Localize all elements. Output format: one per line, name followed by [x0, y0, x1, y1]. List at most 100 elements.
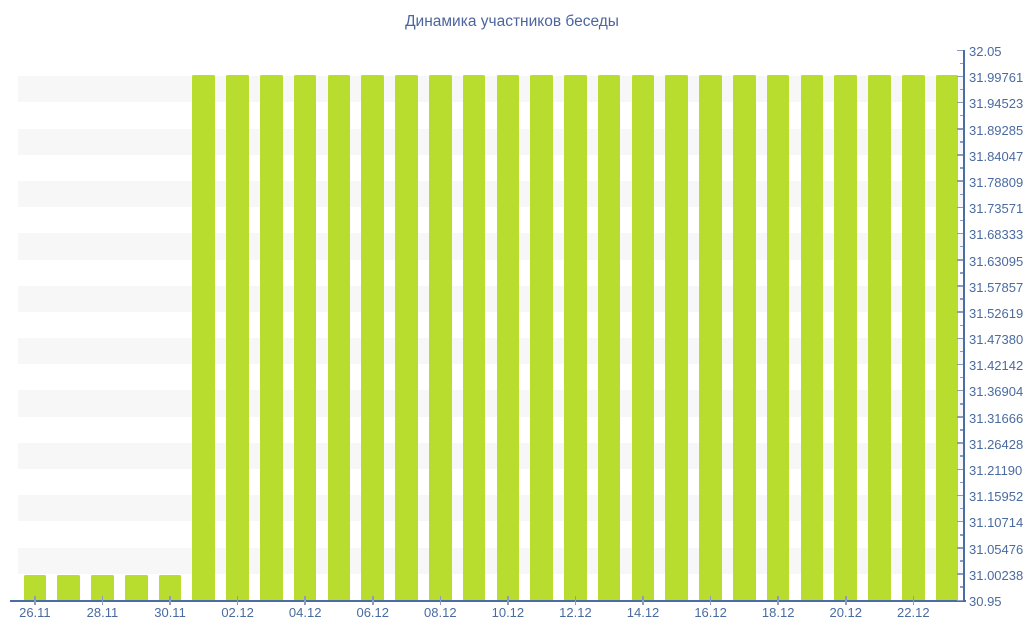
y-tick-label: 31.26428 [969, 436, 1024, 452]
y-tick-label: 31.68333 [969, 227, 1024, 243]
x-tick [642, 596, 644, 605]
bar-12.12[interactable] [564, 75, 587, 600]
y-tick-label: 31.94523 [969, 96, 1024, 112]
bar-16.12[interactable] [699, 75, 722, 600]
x-axis-line [10, 600, 966, 602]
y-tick-label: 31.00238 [969, 567, 1024, 583]
x-tick [507, 596, 509, 605]
x-tick-label: 14.12 [626, 605, 660, 620]
bar-04.12[interactable] [293, 75, 317, 600]
bar-26.11[interactable] [23, 575, 47, 600]
y-tick-label: 30.95 [969, 594, 1002, 609]
y-tick-label: 31.78809 [969, 174, 1024, 190]
bar-05.12[interactable] [327, 75, 351, 600]
bar-21.12[interactable] [868, 75, 891, 600]
y-major-tick [957, 180, 963, 182]
bar-13.12[interactable] [597, 75, 621, 600]
bar-slot [930, 50, 964, 600]
bar-20.12[interactable] [834, 75, 857, 600]
bar-slot [559, 50, 593, 600]
x-tick-label: 30.11 [154, 605, 186, 620]
bar-28.11[interactable] [91, 575, 114, 600]
x-tick-label: 26.11 [19, 605, 51, 620]
bar-11.12[interactable] [530, 75, 553, 600]
bar-10.12[interactable] [496, 75, 520, 600]
y-minor-tick [959, 88, 963, 91]
y-minor-tick [959, 114, 963, 117]
bar-slot [221, 50, 255, 600]
y-minor-tick [959, 560, 963, 562]
x-tick [34, 596, 36, 605]
bar-slot [18, 50, 52, 600]
bar-29.11[interactable] [124, 575, 148, 600]
chart-title: Динамика участников беседы [405, 13, 619, 30]
bar-30.11[interactable] [158, 575, 182, 600]
bar-01.12[interactable] [192, 75, 216, 600]
bar-03.12[interactable] [260, 75, 283, 600]
bar-07.12[interactable] [395, 75, 418, 600]
bar-slot [660, 50, 694, 600]
x-tick [709, 596, 712, 605]
bar-09.12[interactable] [462, 75, 486, 600]
bar-06.12[interactable] [361, 75, 385, 600]
y-tick-label: 31.63095 [969, 253, 1024, 269]
bar-23.12[interactable] [935, 75, 959, 600]
y-minor-tick [959, 455, 963, 457]
x-tick [439, 596, 442, 605]
x-tick [845, 596, 847, 605]
bar-02.12[interactable] [226, 75, 249, 600]
y-major-tick [957, 285, 963, 287]
bar-18.12[interactable] [766, 75, 790, 600]
y-tick-label: 31.31666 [969, 410, 1024, 426]
y-major-tick [957, 363, 963, 366]
bar-slot [795, 50, 829, 600]
y-major-tick [957, 49, 963, 51]
y-minor-tick [959, 245, 963, 248]
bar-15.12[interactable] [665, 75, 689, 600]
y-minor-tick [959, 167, 963, 169]
y-tick-label: 31.47380 [969, 332, 1024, 348]
plot-area [18, 50, 964, 600]
y-tick-label: 31.89285 [969, 122, 1024, 138]
bar-19.12[interactable] [800, 75, 824, 600]
y-major-tick [957, 337, 963, 340]
y-tick-label: 31.52619 [969, 305, 1024, 321]
y-major-tick [957, 101, 963, 104]
bar-17.12[interactable] [732, 75, 756, 600]
y-major-tick [957, 494, 963, 497]
y-major-tick [957, 259, 963, 261]
y-minor-tick [959, 350, 963, 353]
y-tick-label: 31.21190 [969, 463, 1023, 479]
bar-slot [896, 50, 930, 600]
x-tick-label: 16.12 [694, 605, 727, 620]
y-tick-label: 31.36904 [969, 384, 1024, 400]
bar-slot [254, 50, 288, 600]
bar-slot [119, 50, 153, 600]
y-tick-label: 31.99761 [969, 70, 1024, 86]
y-major-tick [957, 232, 963, 235]
y-tick-label: 32.05 [969, 44, 1002, 59]
bar-slot [694, 50, 728, 600]
y-major-tick [957, 75, 963, 78]
bar-22.12[interactable] [901, 75, 925, 600]
y-minor-tick [959, 324, 963, 326]
bar-slot [86, 50, 120, 600]
x-tick [236, 596, 239, 605]
y-minor-tick [959, 481, 963, 484]
y-minor-tick [959, 534, 963, 536]
y-minor-tick [959, 193, 963, 196]
y-minor-tick [959, 62, 963, 65]
x-tick-label: 20.12 [829, 605, 863, 620]
bar-08.12[interactable] [428, 75, 452, 600]
bar-slot [356, 50, 390, 600]
y-tick-label: 31.15952 [969, 489, 1024, 505]
bar-27.11[interactable] [57, 575, 80, 600]
y-major-tick [957, 468, 963, 471]
y-major-tick [957, 599, 963, 601]
y-tick-label: 31.42142 [969, 358, 1024, 374]
bar-slot [829, 50, 863, 600]
bar-slot [390, 50, 424, 600]
bar-14.12[interactable] [631, 75, 655, 600]
bar-slot [457, 50, 491, 600]
